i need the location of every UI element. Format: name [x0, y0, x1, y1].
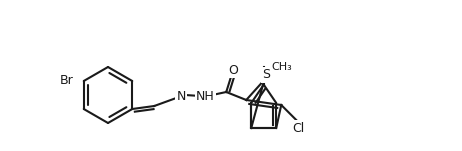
- Text: N: N: [176, 90, 186, 103]
- Text: O: O: [228, 64, 238, 77]
- Text: CH₃: CH₃: [272, 62, 292, 72]
- Text: Cl: Cl: [292, 122, 304, 135]
- Text: NH: NH: [196, 90, 215, 103]
- Text: Br: Br: [60, 74, 74, 87]
- Text: S: S: [262, 69, 270, 82]
